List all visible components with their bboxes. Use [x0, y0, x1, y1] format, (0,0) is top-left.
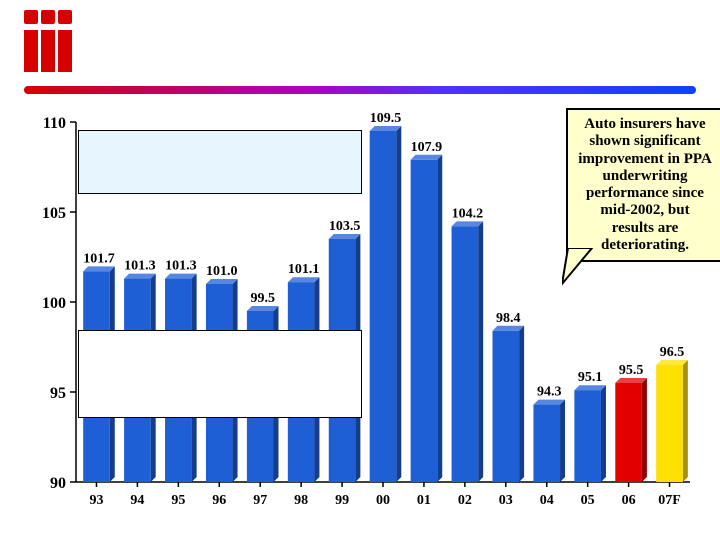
svg-text:101.3: 101.3 — [165, 259, 197, 274]
svg-text:110: 110 — [43, 115, 66, 132]
svg-text:94: 94 — [130, 493, 144, 508]
svg-text:101.0: 101.0 — [206, 264, 238, 279]
svg-text:95: 95 — [50, 385, 66, 402]
overlay-box — [78, 330, 362, 418]
svg-text:00: 00 — [376, 493, 390, 508]
slide: { "logo": {"color": "#d60000", "pillars"… — [0, 0, 720, 540]
svg-text:103.5: 103.5 — [329, 219, 361, 234]
svg-text:101.7: 101.7 — [83, 251, 115, 266]
iii-logo — [24, 10, 72, 72]
pillar — [24, 10, 38, 72]
svg-text:05: 05 — [581, 493, 595, 508]
svg-text:02: 02 — [458, 493, 472, 508]
svg-text:109.5: 109.5 — [370, 111, 402, 126]
svg-text:90: 90 — [50, 475, 66, 492]
svg-text:105: 105 — [42, 205, 66, 222]
pillar — [58, 10, 72, 72]
svg-text:95.5: 95.5 — [619, 363, 644, 378]
svg-text:100: 100 — [42, 295, 66, 312]
divider-rule — [24, 86, 696, 94]
svg-text:94.3: 94.3 — [537, 385, 562, 400]
callout-tail — [562, 248, 602, 288]
svg-text:97: 97 — [253, 493, 267, 508]
svg-text:96: 96 — [212, 493, 226, 508]
svg-text:95.1: 95.1 — [578, 370, 603, 385]
svg-text:07F: 07F — [658, 493, 681, 508]
svg-text:01: 01 — [417, 493, 431, 508]
svg-text:95: 95 — [171, 493, 185, 508]
svg-text:93: 93 — [89, 493, 103, 508]
svg-text:101.3: 101.3 — [124, 259, 156, 274]
svg-text:96.5: 96.5 — [660, 345, 685, 360]
svg-text:98: 98 — [294, 493, 308, 508]
svg-text:107.9: 107.9 — [411, 140, 443, 155]
svg-text:98.4: 98.4 — [496, 311, 521, 326]
callout-box: Auto insurers have shown significant imp… — [566, 108, 720, 262]
svg-text:101.1: 101.1 — [288, 262, 320, 277]
svg-text:06: 06 — [622, 493, 636, 508]
svg-text:99: 99 — [335, 493, 349, 508]
callout-text: Auto insurers have shown significant imp… — [578, 116, 712, 253]
svg-text:03: 03 — [499, 493, 513, 508]
svg-text:04: 04 — [540, 493, 554, 508]
svg-text:104.2: 104.2 — [452, 206, 484, 221]
pillar — [41, 10, 55, 72]
overlay-box — [78, 130, 362, 194]
svg-text:99.5: 99.5 — [250, 291, 275, 306]
